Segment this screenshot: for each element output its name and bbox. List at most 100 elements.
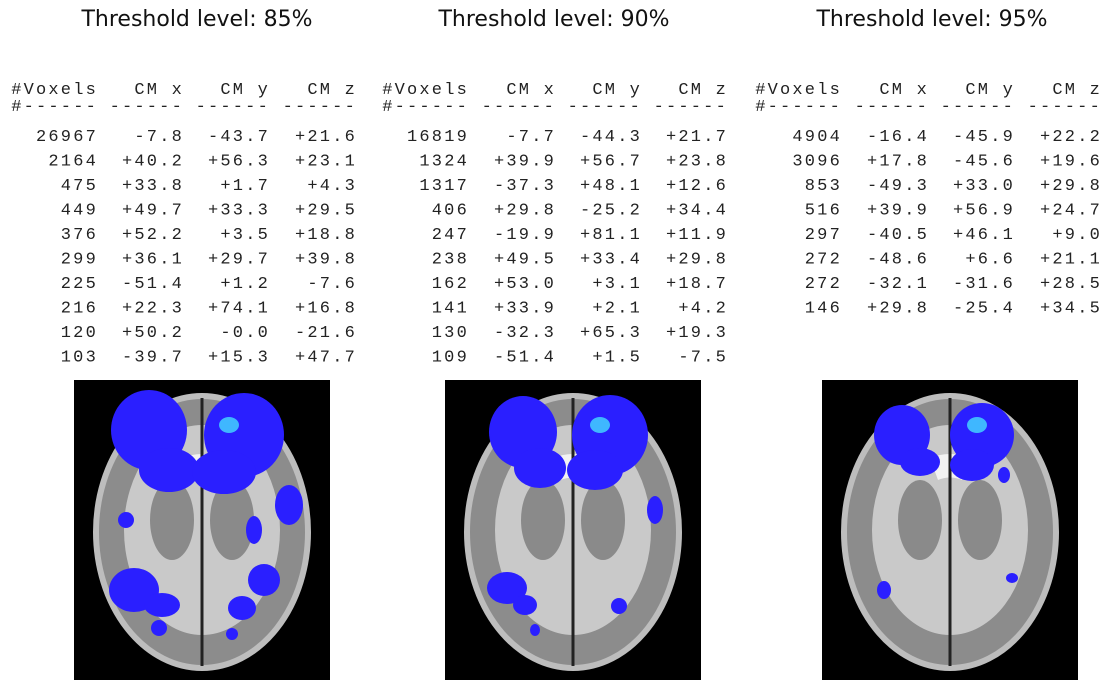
table-cell: +28.5 bbox=[1040, 275, 1102, 294]
table-cell: -32.1 bbox=[867, 275, 929, 294]
table-cell: +33.4 bbox=[580, 251, 642, 270]
table-cell: +29.7 bbox=[208, 251, 270, 270]
table-cell: +21.7 bbox=[666, 128, 728, 147]
table-cell: 247 bbox=[432, 226, 469, 245]
table-cell: -32.3 bbox=[494, 324, 556, 343]
table-cell: -16.4 bbox=[867, 128, 929, 147]
column-separator: ------ bbox=[855, 98, 929, 117]
table-cell: +29.8 bbox=[1040, 177, 1102, 196]
activation-blob bbox=[877, 581, 891, 599]
table-cell: +1.7 bbox=[220, 177, 270, 196]
activation-peak bbox=[967, 417, 987, 433]
column-separator: ------ bbox=[941, 98, 1015, 117]
activation-blob bbox=[139, 448, 199, 492]
table-cell: +56.7 bbox=[580, 153, 642, 172]
table-cell: +4.3 bbox=[307, 177, 357, 196]
activation-blob bbox=[611, 598, 627, 614]
column-separator: ------ bbox=[1028, 98, 1102, 117]
column-separator: ------ bbox=[482, 98, 556, 117]
table-cell: 103 bbox=[61, 349, 98, 368]
activation-blob bbox=[1006, 573, 1018, 583]
table-cell: +33.3 bbox=[208, 202, 270, 221]
deep-gray bbox=[581, 480, 625, 560]
table-cell: -40.5 bbox=[867, 226, 929, 245]
table-cell: 516 bbox=[805, 202, 842, 221]
table-cell: +16.8 bbox=[295, 300, 357, 319]
table-cell: +36.1 bbox=[122, 251, 184, 270]
table-cell: 130 bbox=[432, 324, 469, 343]
table-cell: +33.0 bbox=[953, 177, 1015, 196]
table-cell: 16819 bbox=[407, 128, 469, 147]
table-cell: 297 bbox=[805, 226, 842, 245]
table-cell: 1317 bbox=[419, 177, 469, 196]
activation-peak bbox=[590, 417, 610, 433]
activation-blob bbox=[226, 628, 238, 640]
table-cell: +18.8 bbox=[295, 226, 357, 245]
activation-blob bbox=[950, 449, 994, 481]
deep-gray bbox=[898, 480, 942, 560]
table-cell: -25.2 bbox=[580, 202, 642, 221]
table-cell: +34.5 bbox=[1040, 300, 1102, 319]
table-cell: 272 bbox=[805, 275, 842, 294]
table-cell: -7.5 bbox=[678, 349, 728, 368]
deep-gray bbox=[958, 480, 1002, 560]
column-separator: #------ bbox=[11, 98, 98, 117]
table-cell: -43.7 bbox=[208, 128, 270, 147]
table-cell: +29.8 bbox=[666, 251, 728, 270]
table-cell: -45.6 bbox=[953, 153, 1015, 172]
table-cell: 146 bbox=[805, 300, 842, 319]
table-cell: 26967 bbox=[36, 128, 98, 147]
page: Threshold level: 85%#VoxelsCM xCM yCM z#… bbox=[0, 0, 1112, 682]
column-separator: ------ bbox=[110, 98, 184, 117]
table-cell: -44.3 bbox=[580, 128, 642, 147]
column-separator: ------ bbox=[568, 98, 642, 117]
table-cell: +34.4 bbox=[666, 202, 728, 221]
activation-blob bbox=[151, 620, 167, 636]
activation-blob bbox=[514, 448, 566, 488]
table-cell: +50.2 bbox=[122, 324, 184, 343]
table-cell: -51.4 bbox=[122, 275, 184, 294]
table-cell: -51.4 bbox=[494, 349, 556, 368]
table-cell: +65.3 bbox=[580, 324, 642, 343]
brain-image bbox=[445, 380, 701, 680]
panel-title: Threshold level: 85% bbox=[80, 7, 312, 32]
panel-title: Threshold level: 95% bbox=[815, 7, 1047, 32]
activation-blob bbox=[246, 516, 262, 544]
table-cell: +33.8 bbox=[122, 177, 184, 196]
column-separator: ------ bbox=[196, 98, 270, 117]
table-cell: +56.9 bbox=[953, 202, 1015, 221]
table-cell: -48.6 bbox=[867, 251, 929, 270]
table-cell: +33.9 bbox=[494, 300, 556, 319]
activation-blob bbox=[900, 448, 940, 476]
table-cell: -0.0 bbox=[220, 324, 270, 343]
deep-gray bbox=[150, 480, 194, 560]
table-cell: 141 bbox=[432, 300, 469, 319]
table-cell: +22.2 bbox=[1040, 128, 1102, 147]
table-cell: 225 bbox=[61, 275, 98, 294]
table-cell: +53.0 bbox=[494, 275, 556, 294]
activation-blob bbox=[513, 595, 537, 615]
table-cell: +29.8 bbox=[494, 202, 556, 221]
panel-title: Threshold level: 90% bbox=[437, 7, 669, 32]
table-cell: +2.1 bbox=[592, 300, 642, 319]
activation-blob bbox=[647, 496, 663, 524]
table-cell: +52.2 bbox=[122, 226, 184, 245]
table-cell: +21.1 bbox=[1040, 251, 1102, 270]
table-cell: +6.6 bbox=[965, 251, 1015, 270]
activation-blob bbox=[118, 512, 134, 528]
table-cell: -37.3 bbox=[494, 177, 556, 196]
deep-gray bbox=[521, 480, 565, 560]
table-cell: +48.1 bbox=[580, 177, 642, 196]
table-cell: +1.5 bbox=[592, 349, 642, 368]
table-cell: +4.2 bbox=[678, 300, 728, 319]
table-cell: +17.8 bbox=[867, 153, 929, 172]
table-cell: 376 bbox=[61, 226, 98, 245]
table-cell: +3.5 bbox=[220, 226, 270, 245]
table-cell: +19.3 bbox=[666, 324, 728, 343]
table-cell: +40.2 bbox=[122, 153, 184, 172]
table-cell: 449 bbox=[61, 202, 98, 221]
table-cell: +11.9 bbox=[666, 226, 728, 245]
table-cell: -7.8 bbox=[134, 128, 184, 147]
brain-image bbox=[74, 380, 330, 680]
activation-blob bbox=[248, 564, 280, 596]
